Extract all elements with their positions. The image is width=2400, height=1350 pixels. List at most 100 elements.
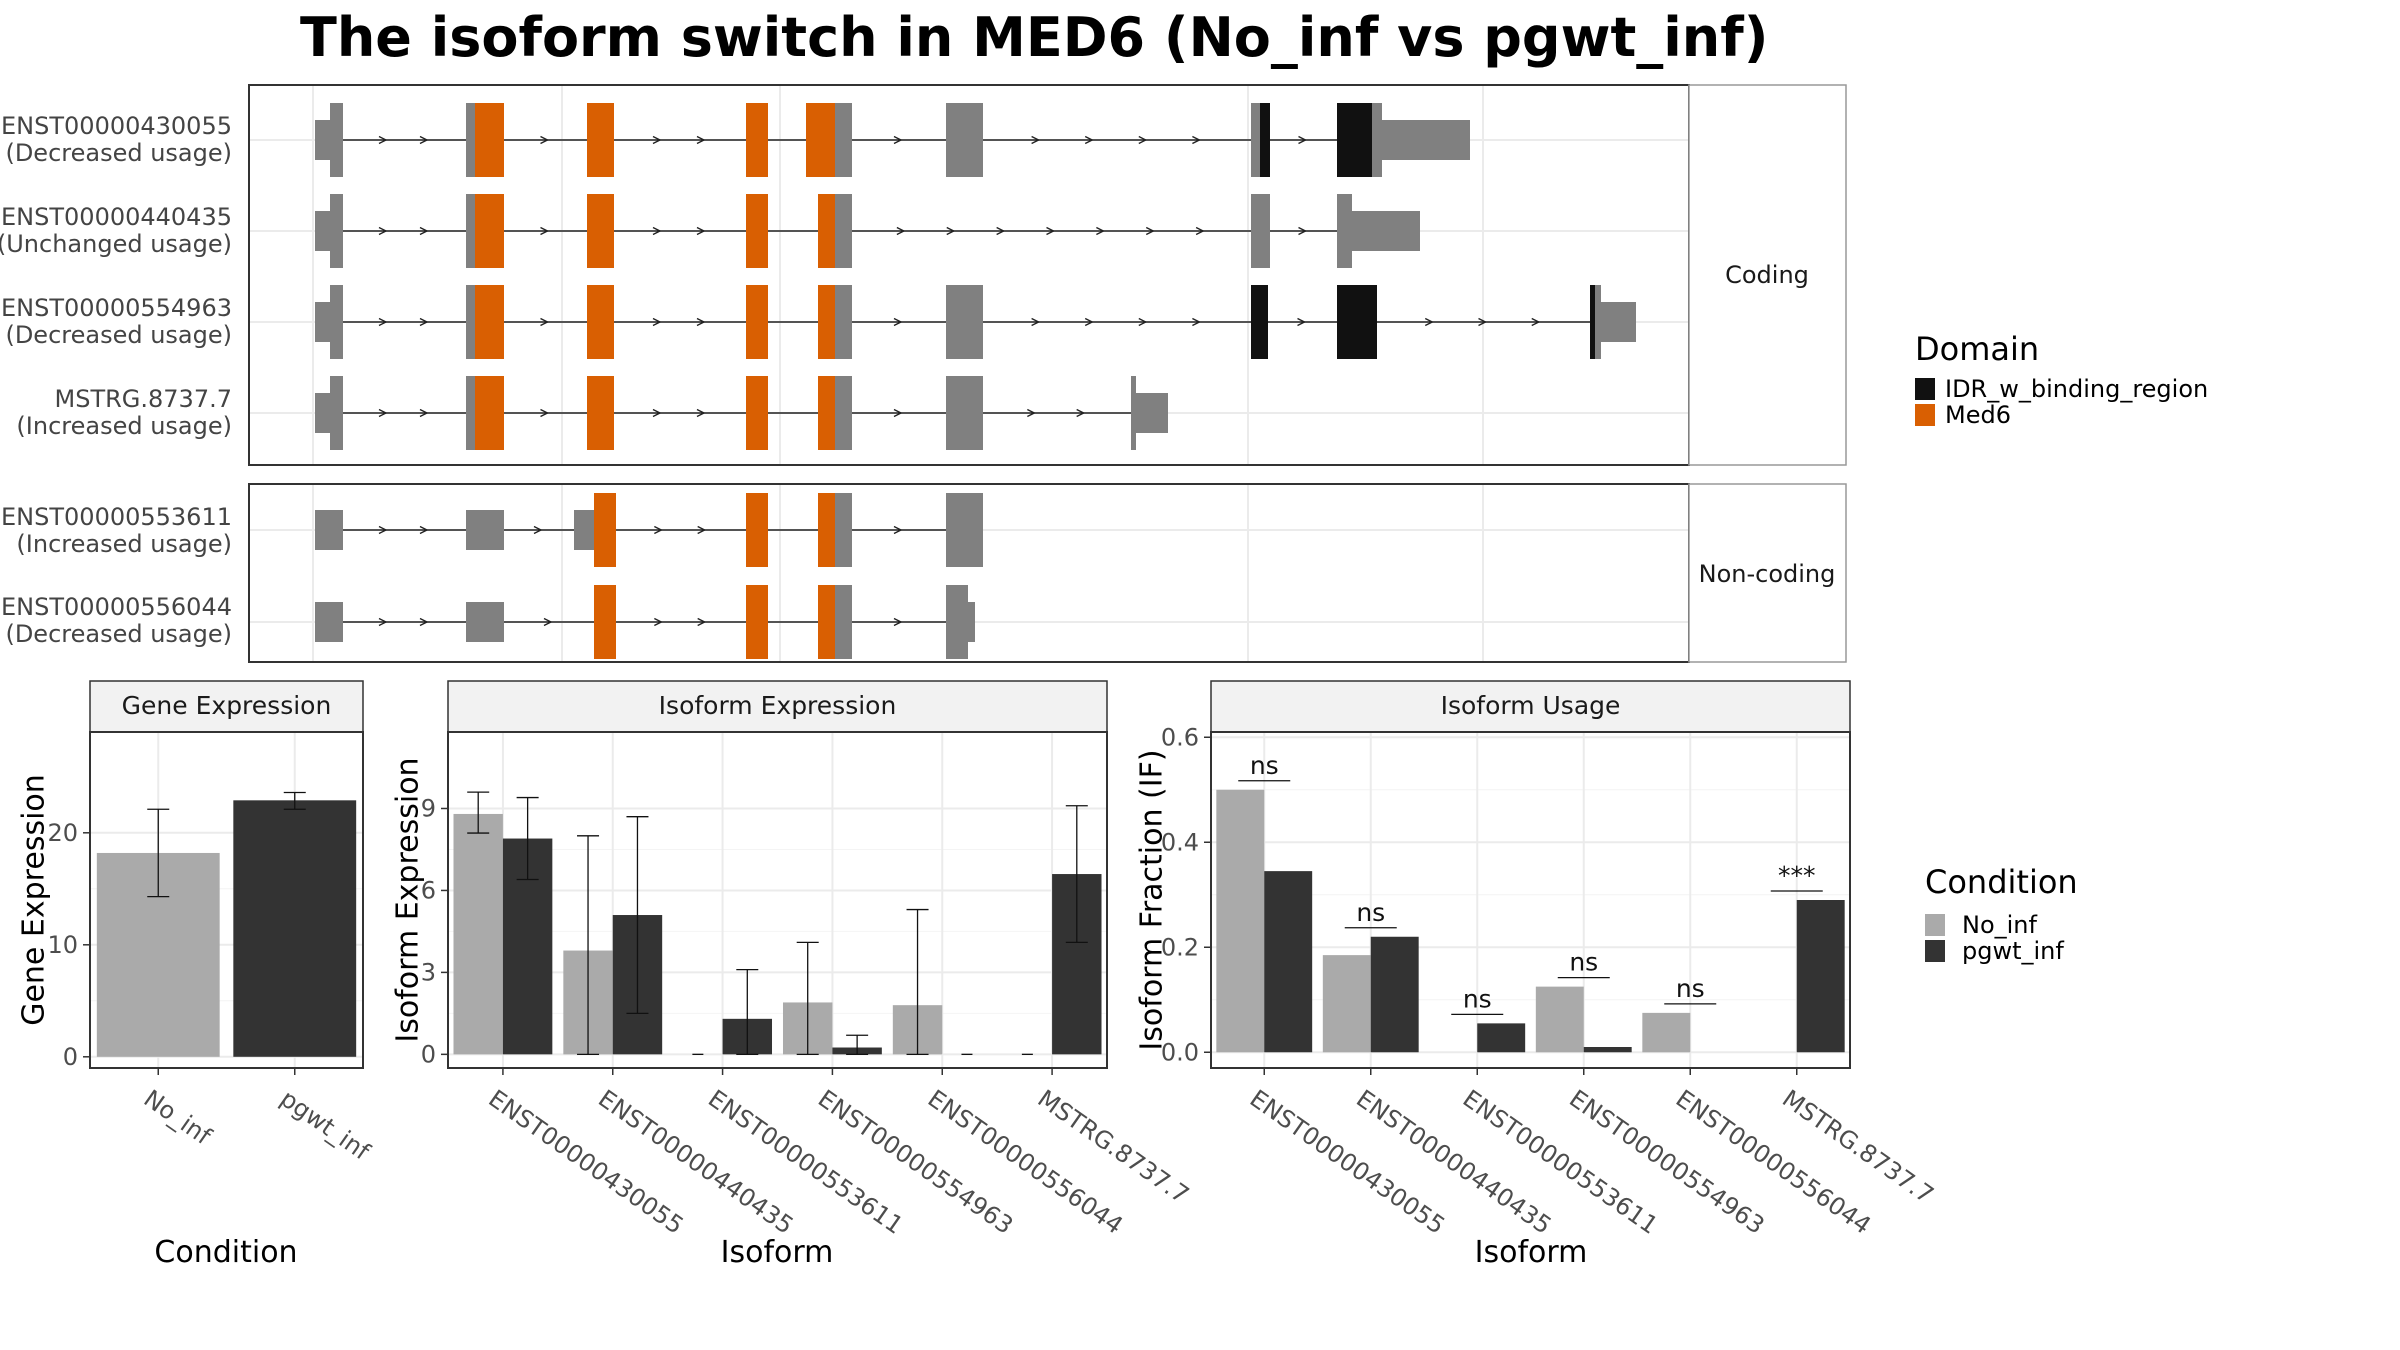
- intron-arrow: [896, 226, 906, 236]
- exon-block: [315, 211, 330, 251]
- exon-block: [1251, 103, 1260, 177]
- isoform-label-id: ENST00000553611: [1, 503, 232, 531]
- exon-block: [806, 103, 835, 177]
- isoform-label-id: ENST00000554963: [1, 294, 232, 322]
- isoform-label-note: (Decreased usage): [5, 139, 232, 167]
- pgwt-inf-legend-label: pgwt_inf: [1962, 937, 2064, 965]
- y-tick-label: 3: [421, 958, 436, 986]
- y-axis-title: Isoform Expression: [391, 757, 426, 1042]
- transcript-model: [315, 194, 1420, 268]
- intron-arrow: [1297, 317, 1307, 327]
- intron-arrow: [1031, 135, 1041, 145]
- transcript-model: [315, 585, 975, 659]
- exon-block: [835, 376, 852, 450]
- exon-block: [818, 285, 835, 359]
- intron-arrow: [378, 525, 388, 535]
- transcript-model: [315, 493, 983, 567]
- intron-arrow: [378, 135, 388, 145]
- exon-block: [466, 602, 504, 642]
- intron-arrow: [1046, 226, 1056, 236]
- panel-frame: [89, 731, 364, 1069]
- exon-block: [946, 103, 983, 177]
- intron-arrow: [1138, 317, 1148, 327]
- exon-block: [1382, 120, 1470, 160]
- idr-legend-key: [1915, 378, 1935, 400]
- intron-arrow: [1298, 226, 1308, 236]
- intron-arrow: [543, 617, 553, 627]
- coding-strip: [1688, 84, 1847, 466]
- panel-strip: [89, 680, 364, 733]
- bar: [1370, 936, 1419, 1053]
- intron-arrow: [893, 617, 903, 627]
- no-inf-legend-label: No_inf: [1962, 911, 2038, 939]
- intron-arrow: [533, 525, 543, 535]
- intron-arrow: [652, 135, 662, 145]
- transcript-model: [315, 376, 1168, 450]
- exon-block: [475, 194, 504, 268]
- plot-background: [1211, 732, 1850, 1068]
- exon-block: [466, 285, 475, 359]
- x-tick-label: ENST00000553611: [703, 1084, 908, 1239]
- intron-arrow: [893, 525, 903, 535]
- panel-title: Isoform Usage: [1441, 691, 1621, 720]
- y-tick-label: 0: [63, 1043, 78, 1071]
- intron-arrow: [378, 317, 388, 327]
- bar: [1264, 871, 1313, 1053]
- bar: [1583, 1047, 1632, 1053]
- panel-title: Gene Expression: [122, 691, 332, 720]
- y-tick-label: 0.4: [1161, 828, 1199, 856]
- exon-block: [946, 585, 968, 659]
- significance-label: ns: [1463, 984, 1492, 1013]
- exon-block: [466, 510, 504, 550]
- intron-arrow: [1096, 226, 1105, 236]
- x-tick-label: pgwt_inf: [275, 1084, 375, 1166]
- intron-arrow: [946, 226, 956, 236]
- isoform-label-note: (Decreased usage): [5, 620, 232, 648]
- y-tick-label: 0.2: [1161, 933, 1199, 961]
- exon-block: [1251, 285, 1268, 359]
- intron-arrow: [893, 408, 903, 418]
- intron-arrow: [378, 617, 388, 627]
- exon-block: [818, 585, 835, 659]
- significance-label: ns: [1569, 948, 1598, 977]
- panel-title: Isoform Expression: [659, 691, 897, 720]
- exon-block: [587, 285, 614, 359]
- intron-arrow: [540, 135, 550, 145]
- transcript-structure-panel: Coding Non-coding ENST00000430055 (Decre…: [0, 84, 1847, 663]
- intron-arrow: [652, 408, 662, 418]
- exon-block: [746, 376, 768, 450]
- exon-block: [746, 194, 768, 268]
- bar-charts: Gene Expression 0 10 20 No_inf pgwt_inf Gene E…: [17, 680, 1939, 1270]
- x-tick-label: ENST00000554963: [1564, 1084, 1769, 1239]
- exon-block: [968, 602, 975, 642]
- isoform-label-note: (Decreased usage): [5, 321, 232, 349]
- exon-block: [594, 585, 616, 659]
- isoform-label-note: (Unchanged usage): [0, 230, 232, 258]
- exon-block: [835, 194, 852, 268]
- coding-strip-label: Coding: [1725, 261, 1809, 289]
- intron-arrow: [378, 408, 388, 418]
- pgwt-inf-legend-key: [1925, 940, 1945, 962]
- exon-block: [1337, 194, 1352, 268]
- x-tick-label: ENST00000556044: [1671, 1084, 1876, 1239]
- exon-block: [946, 376, 983, 450]
- exon-block: [746, 585, 768, 659]
- exon-block: [1352, 211, 1420, 251]
- x-tick-label: ENST00000556044: [923, 1084, 1128, 1239]
- exon-block: [1590, 285, 1595, 359]
- exon-block: [574, 510, 594, 550]
- y-tick-label: 6: [421, 876, 436, 904]
- intron-arrow: [1084, 317, 1094, 327]
- x-tick-label: ENST00000554963: [813, 1084, 1018, 1239]
- exon-block: [1595, 285, 1601, 359]
- isoform-label-id: ENST00000430055: [1, 112, 232, 140]
- y-tick-label: 20: [47, 819, 78, 847]
- intron-arrow: [419, 408, 429, 418]
- intron-arrow: [996, 226, 1006, 236]
- x-axis-title: Isoform: [721, 1235, 834, 1270]
- exon-block: [330, 194, 343, 268]
- intron-arrow: [1195, 226, 1205, 236]
- exon-block: [946, 285, 983, 359]
- exon-block: [818, 376, 835, 450]
- x-tick-label: ENST00000440435: [593, 1084, 798, 1239]
